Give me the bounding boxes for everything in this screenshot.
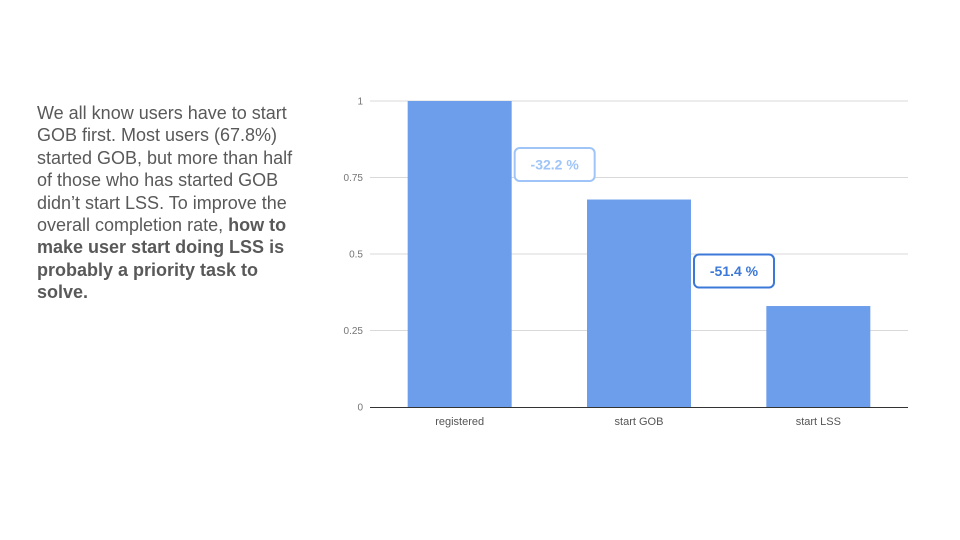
intro-paragraph: We all know users have to start GOB firs… — [37, 102, 307, 304]
y-tick-label: 0.25 — [344, 326, 364, 337]
y-tick-label: 0.5 — [349, 250, 363, 261]
bar — [407, 101, 512, 407]
drop-callout-label: -32.2 % — [531, 157, 580, 173]
drop-callout-box — [693, 253, 775, 289]
drop-callout-label: -51.4 % — [710, 263, 759, 279]
y-tick-label: 0 — [357, 403, 363, 414]
x-category-label: registered — [435, 416, 484, 428]
drop-callout-box — [513, 147, 596, 183]
intro-text: We all know users have to start GOB firs… — [37, 103, 293, 236]
intro-emphasis: how to make user start doing LSS is prob… — [37, 215, 287, 303]
x-category-label: start GOB — [615, 416, 664, 428]
y-tick-label: 0.75 — [344, 173, 364, 184]
y-tick-label: 1 — [357, 97, 363, 108]
bar — [587, 199, 691, 407]
bar — [766, 306, 871, 407]
x-category-label: start LSS — [796, 416, 841, 428]
